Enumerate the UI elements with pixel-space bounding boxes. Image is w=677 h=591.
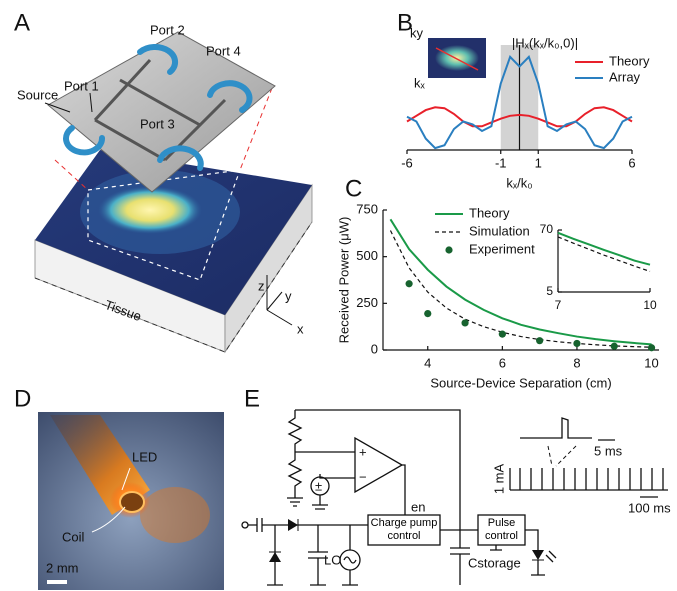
y-tick-label: 750 <box>356 201 378 216</box>
led-label: LED <box>132 449 157 464</box>
data-point <box>461 319 468 326</box>
axis-label: ky <box>410 25 424 40</box>
en-label: en <box>411 499 425 514</box>
plus-label: + <box>359 444 367 459</box>
minus-label: − <box>359 469 367 484</box>
panel-label: C <box>345 175 362 202</box>
data-point <box>536 337 543 344</box>
charge-pump-label: Charge pump control <box>368 515 440 543</box>
period-label: 100 ms <box>628 500 671 515</box>
x-tick-label: -1 <box>495 155 507 170</box>
scale-label: 2 mm <box>46 560 79 575</box>
x-tick-label: 10 <box>644 355 658 370</box>
x-axis-label: Source-Device Separation (cm) <box>430 375 611 390</box>
x-tick-label: -6 <box>401 155 413 170</box>
axis-label: z <box>258 278 265 293</box>
legend-swatch <box>445 246 452 253</box>
port-label: Port 3 <box>140 116 175 131</box>
panel-label: E <box>244 385 260 412</box>
figure: A B C D E Source Port 1 Port 2 Port 3 Po… <box>0 0 677 591</box>
data-point <box>648 344 655 351</box>
lo-label: LO <box>324 552 341 567</box>
x-tick-label: 8 <box>573 355 580 370</box>
cstorage-label: Cstorage <box>468 555 521 570</box>
charge-pump-box: Charge pump control <box>368 515 440 545</box>
port-label: Port 1 <box>64 78 99 93</box>
coil-label: Coil <box>62 529 85 544</box>
source-label: Source <box>17 87 58 102</box>
x-tick-label: 10 <box>643 298 657 312</box>
axis-label: kₓ <box>414 75 426 90</box>
page: {"panel_labels": {"a": "A", "b": "B", "c… <box>0 0 677 591</box>
data-point <box>611 343 618 350</box>
port-label: Port 2 <box>150 22 185 37</box>
data-point <box>573 340 580 347</box>
pulse-label: Pulse control <box>478 515 525 543</box>
pulse-box: Pulse control <box>478 515 525 545</box>
data-point <box>406 280 413 287</box>
data-point <box>424 310 431 317</box>
port-label: Port 4 <box>206 43 241 58</box>
x-tick-label: 4 <box>424 355 431 370</box>
series-line <box>558 237 650 271</box>
data-point <box>499 331 506 338</box>
series-line <box>558 233 650 265</box>
source-symbol: ± <box>315 478 322 493</box>
legend-label: Theory <box>469 205 510 220</box>
axis-label: x <box>297 321 304 336</box>
axis-label: y <box>285 288 292 303</box>
panel-label: A <box>14 9 30 36</box>
legend-label: Simulation <box>469 223 530 238</box>
y-tick-label: 5 <box>546 284 553 298</box>
pulse-width-label: 5 ms <box>594 443 623 458</box>
amplitude-label: 1 mA <box>491 464 506 495</box>
x-axis-label: kₓ/k₀ <box>506 175 532 190</box>
y-tick-label: 0 <box>371 341 378 356</box>
legend-label: Experiment <box>469 241 535 256</box>
panel-label: D <box>14 385 31 412</box>
y-axis-label: Received Power (μW) <box>336 217 351 344</box>
legend-label: Array <box>609 69 641 84</box>
chart-title: |Hₓ(kₓ/k₀,0)| <box>512 35 578 50</box>
circuit <box>242 410 668 585</box>
y-tick-label: 70 <box>540 222 554 236</box>
x-tick-label: 6 <box>628 155 635 170</box>
y-tick-label: 250 <box>356 295 378 310</box>
x-tick-label: 1 <box>535 155 542 170</box>
legend-label: Theory <box>609 53 650 68</box>
x-tick-label: 6 <box>499 355 506 370</box>
y-tick-label: 500 <box>356 248 378 263</box>
x-tick-label: 7 <box>555 298 562 312</box>
